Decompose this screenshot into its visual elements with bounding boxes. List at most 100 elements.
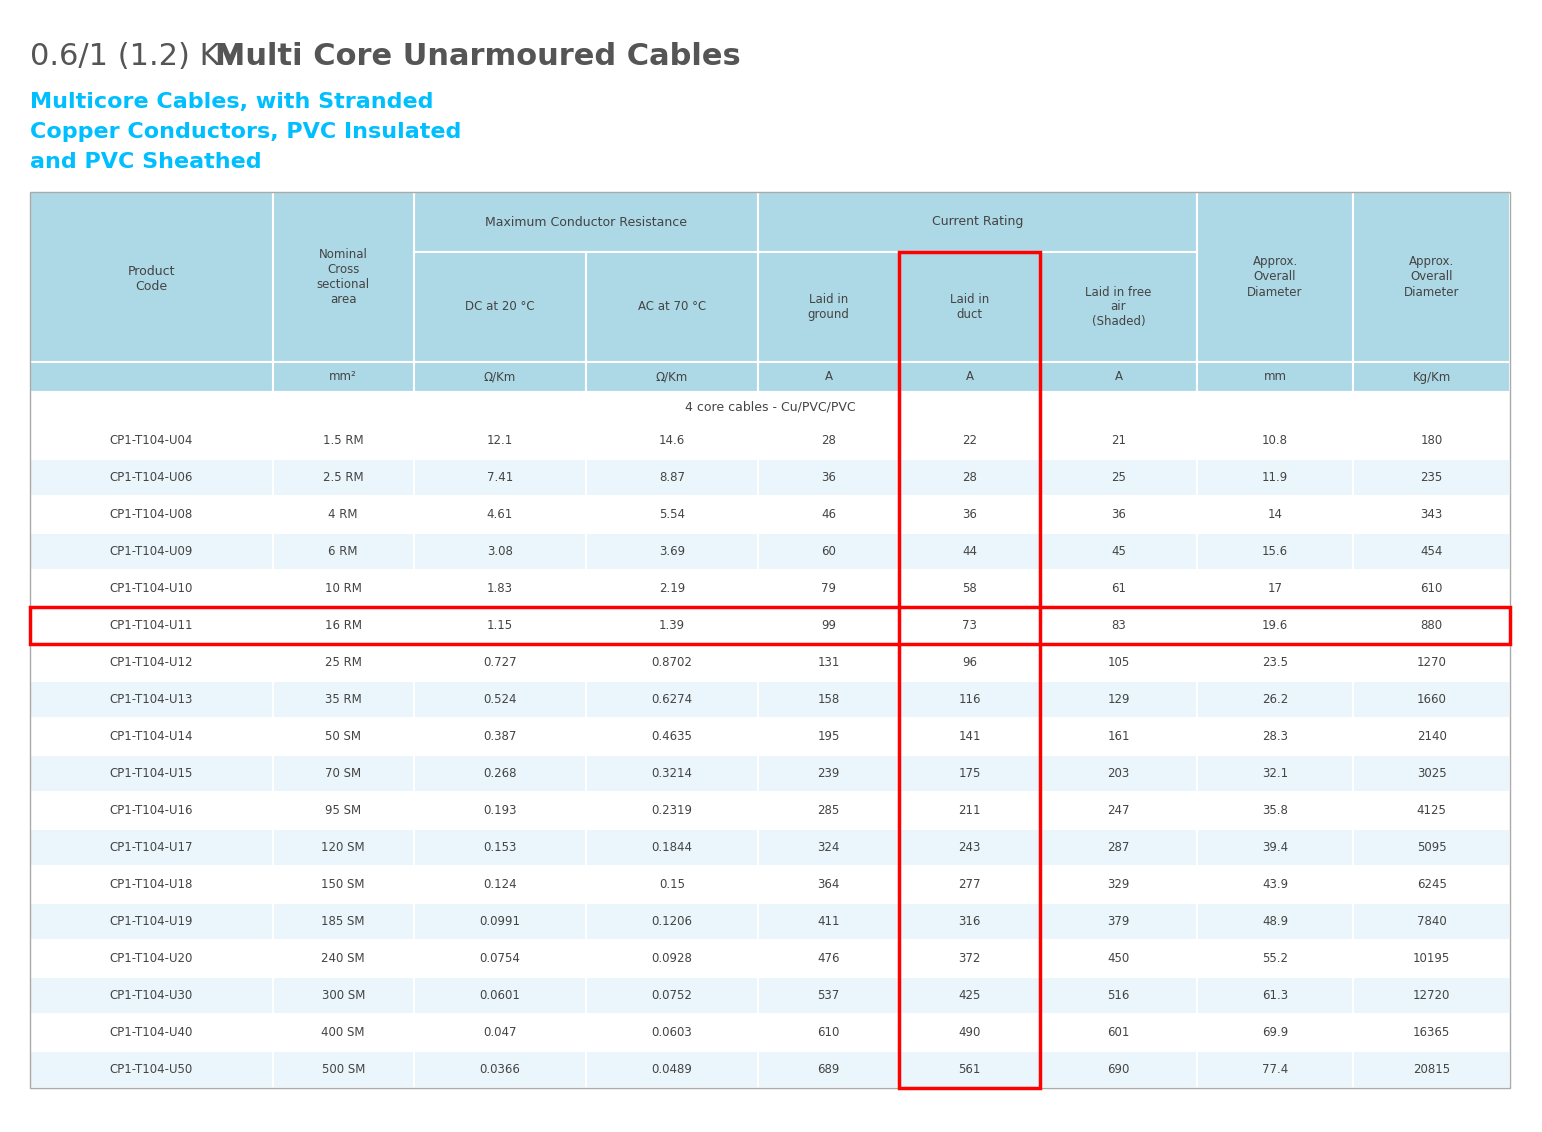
- Text: Nominal
Cross
sectional
area: Nominal Cross sectional area: [316, 248, 370, 306]
- Bar: [1041, 718, 1197, 755]
- Bar: [413, 1050, 586, 1088]
- Text: 58: 58: [962, 582, 978, 595]
- Text: 2.5 RM: 2.5 RM: [322, 471, 364, 484]
- Bar: [1354, 362, 1510, 392]
- Text: 36: 36: [1112, 508, 1126, 521]
- Text: 454: 454: [1420, 544, 1443, 558]
- Text: Laid in free
air
(Shaded): Laid in free air (Shaded): [1086, 285, 1152, 328]
- Text: 45: 45: [1112, 544, 1126, 558]
- Bar: [29, 496, 273, 533]
- Bar: [899, 458, 1041, 496]
- Bar: [1041, 903, 1197, 940]
- Bar: [273, 903, 413, 940]
- Text: 15.6: 15.6: [1261, 544, 1288, 558]
- Bar: [899, 829, 1041, 866]
- Text: 400 SM: 400 SM: [321, 1026, 365, 1039]
- Bar: [899, 607, 1041, 644]
- Bar: [413, 792, 586, 829]
- Text: Ω/Km: Ω/Km: [655, 370, 688, 384]
- Text: 324: 324: [817, 841, 840, 854]
- Text: Laid in
ground: Laid in ground: [808, 293, 850, 321]
- Bar: [1041, 755, 1197, 792]
- Bar: [273, 977, 413, 1014]
- Bar: [273, 1050, 413, 1088]
- Bar: [899, 792, 1041, 829]
- Text: 3.08: 3.08: [487, 544, 513, 558]
- Text: 14: 14: [1268, 508, 1283, 521]
- Text: 20815: 20815: [1412, 1063, 1451, 1077]
- Text: 35.8: 35.8: [1263, 804, 1288, 817]
- Text: 0.15: 0.15: [658, 878, 685, 891]
- Text: 0.047: 0.047: [483, 1026, 517, 1039]
- Text: 44: 44: [962, 544, 978, 558]
- Bar: [586, 792, 759, 829]
- Text: 0.2319: 0.2319: [652, 804, 692, 817]
- Bar: [273, 533, 413, 571]
- Bar: [1197, 940, 1354, 977]
- Text: CP1-T104-U08: CP1-T104-U08: [109, 508, 193, 521]
- Bar: [29, 681, 273, 718]
- Bar: [1197, 829, 1354, 866]
- Bar: [1041, 362, 1197, 392]
- Text: 39.4: 39.4: [1261, 841, 1288, 854]
- Text: 195: 195: [817, 730, 840, 743]
- Text: 8.87: 8.87: [658, 471, 685, 484]
- Text: 16 RM: 16 RM: [325, 619, 362, 632]
- Text: 26.2: 26.2: [1261, 693, 1288, 706]
- Bar: [273, 866, 413, 903]
- Bar: [29, 571, 273, 607]
- Text: 36: 36: [822, 471, 836, 484]
- Bar: [759, 718, 899, 755]
- Bar: [29, 866, 273, 903]
- Text: 55.2: 55.2: [1261, 952, 1288, 964]
- Text: 16365: 16365: [1412, 1026, 1451, 1039]
- Bar: [1041, 252, 1197, 362]
- Text: Approx.
Overall
Diameter: Approx. Overall Diameter: [1247, 256, 1303, 299]
- Bar: [1041, 977, 1197, 1014]
- Text: 21: 21: [1110, 434, 1126, 447]
- Text: 25: 25: [1112, 471, 1126, 484]
- Bar: [1197, 496, 1354, 533]
- Bar: [899, 422, 1041, 458]
- Text: 537: 537: [817, 989, 840, 1002]
- Text: 7840: 7840: [1417, 915, 1446, 928]
- Text: 0.727: 0.727: [483, 657, 517, 669]
- Text: 3.69: 3.69: [658, 544, 685, 558]
- Bar: [899, 533, 1041, 571]
- Text: 610: 610: [817, 1026, 840, 1039]
- Bar: [29, 792, 273, 829]
- Bar: [586, 422, 759, 458]
- Text: 28.3: 28.3: [1261, 730, 1288, 743]
- Bar: [29, 192, 273, 362]
- Bar: [586, 755, 759, 792]
- Text: 0.1844: 0.1844: [652, 841, 692, 854]
- Text: mm: mm: [1263, 370, 1286, 384]
- Bar: [899, 362, 1041, 392]
- Text: A: A: [1115, 370, 1123, 384]
- Text: Multicore Cables, with Stranded: Multicore Cables, with Stranded: [29, 92, 433, 112]
- Bar: [1041, 829, 1197, 866]
- Text: Approx.
Overall
Diameter: Approx. Overall Diameter: [1403, 256, 1459, 299]
- Bar: [586, 458, 759, 496]
- Text: and PVC Sheathed: and PVC Sheathed: [29, 152, 262, 172]
- Text: 83: 83: [1112, 619, 1126, 632]
- Text: 5.54: 5.54: [658, 508, 685, 521]
- Text: 0.124: 0.124: [483, 878, 517, 891]
- Bar: [1041, 644, 1197, 681]
- Bar: [1041, 792, 1197, 829]
- Bar: [29, 422, 273, 458]
- Text: 99: 99: [822, 619, 836, 632]
- Text: 4 core cables - Cu/PVC/PVC: 4 core cables - Cu/PVC/PVC: [685, 401, 856, 413]
- Bar: [586, 496, 759, 533]
- Text: 316: 316: [959, 915, 981, 928]
- Text: 43.9: 43.9: [1261, 878, 1288, 891]
- Bar: [759, 792, 899, 829]
- Bar: [1041, 866, 1197, 903]
- Bar: [759, 755, 899, 792]
- Text: 36: 36: [962, 508, 978, 521]
- Text: Ω/Km: Ω/Km: [484, 370, 517, 384]
- Bar: [759, 1014, 899, 1050]
- Bar: [1041, 458, 1197, 496]
- Bar: [759, 533, 899, 571]
- Text: 180: 180: [1420, 434, 1443, 447]
